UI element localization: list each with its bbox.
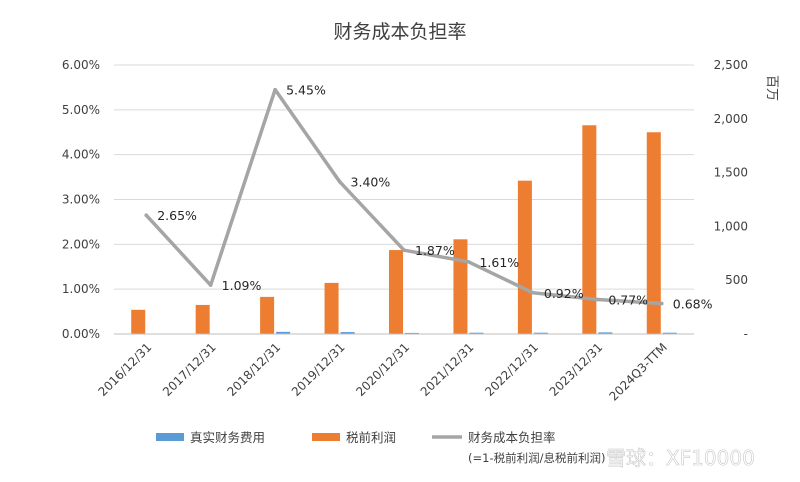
- rate-point: [337, 179, 342, 184]
- pretax-profit-bar: [131, 309, 146, 334]
- rate-point: [208, 283, 213, 287]
- pretax-profit-bar: [260, 296, 275, 334]
- real-finance-cost-bar: [662, 332, 677, 334]
- right-tick-label: 1,500: [714, 166, 748, 180]
- rate-data-label: 0.92%: [544, 286, 584, 301]
- rate-data-label: 0.77%: [608, 292, 648, 307]
- rate-data-label: 2.65%: [157, 208, 197, 223]
- legend-swatch-real-finance-cost: [156, 433, 184, 441]
- chart-title: 财务成本负担率: [333, 21, 466, 43]
- pretax-profit-bar: [646, 132, 661, 334]
- left-tick-label: 6.00%: [62, 58, 100, 72]
- bars: [131, 125, 677, 334]
- pretax-profit-bar: [453, 239, 468, 334]
- left-tick-label: 5.00%: [62, 103, 100, 117]
- real-finance-cost-bar: [276, 331, 291, 334]
- rate-point: [402, 248, 406, 252]
- left-tick-label: 0.00%: [62, 327, 100, 341]
- legend-swatch-pretax-profit: [312, 433, 340, 441]
- left-tick-label: 3.00%: [62, 193, 100, 207]
- legend-label-pretax-profit: 税前利润: [346, 430, 396, 445]
- rate-data-label: 1.87%: [415, 243, 455, 258]
- real-finance-cost-bar: [469, 332, 484, 334]
- real-finance-cost-bar: [340, 332, 355, 334]
- rate-data-label: 3.40%: [351, 175, 391, 190]
- real-finance-cost-bar: [598, 332, 613, 334]
- rate-point: [273, 87, 277, 92]
- real-finance-cost-bar: [533, 332, 548, 334]
- right-axis-unit-label: 百万: [764, 75, 779, 101]
- right-tick-label: 1,000: [714, 219, 748, 233]
- rate-point: [595, 297, 600, 302]
- watermark: 雪球：XF10000: [606, 446, 755, 470]
- rate-point: [531, 290, 535, 295]
- pretax-profit-bar: [582, 125, 597, 334]
- pretax-profit-bar: [517, 180, 532, 334]
- left-tick-label: 4.00%: [62, 148, 100, 162]
- rate-data-label: 1.09%: [222, 278, 262, 293]
- legend-label-rate: 财务成本负担率: [468, 430, 556, 445]
- left-tick-label: 1.00%: [62, 282, 100, 296]
- left-axis-ticks: 0.00% 1.00% 2.00% 3.00% 4.00% 5.00% 6.00%: [62, 58, 100, 341]
- rate-data-labels: 2.65% 1.09% 5.45% 3.40% 1.87% 1.61% 0.92% 0.77%…: [157, 83, 712, 312]
- right-tick-label: 2,500: [714, 58, 748, 72]
- right-tick-label: 2,000: [714, 112, 748, 126]
- real-finance-cost-bar: [405, 332, 419, 334]
- legend-note: (=1-税前利润/息税前利润): [468, 451, 605, 465]
- rate-point: [659, 301, 664, 306]
- rate-point: [144, 213, 149, 217]
- right-tick-label: -: [744, 327, 748, 341]
- rate-data-label: 1.61%: [479, 255, 519, 270]
- rate-data-label: 0.68%: [673, 297, 713, 312]
- rate-point: [466, 260, 471, 264]
- right-tick-label: 500: [725, 273, 748, 287]
- pretax-profit-bar: [389, 250, 403, 334]
- left-tick-label: 2.00%: [62, 237, 100, 251]
- legend: 真实财务费用 税前利润 财务成本负担率: [156, 430, 556, 445]
- right-axis-ticks: - 500 1,000 1,500 2,000 2,500: [714, 58, 748, 341]
- rate-line-series: [144, 87, 664, 306]
- gridlines: [114, 64, 694, 290]
- pretax-profit-bar: [324, 282, 339, 334]
- pretax-profit-bar: [195, 304, 210, 334]
- legend-label-real-finance-cost: 真实财务费用: [190, 430, 265, 445]
- rate-data-label: 5.45%: [286, 83, 326, 98]
